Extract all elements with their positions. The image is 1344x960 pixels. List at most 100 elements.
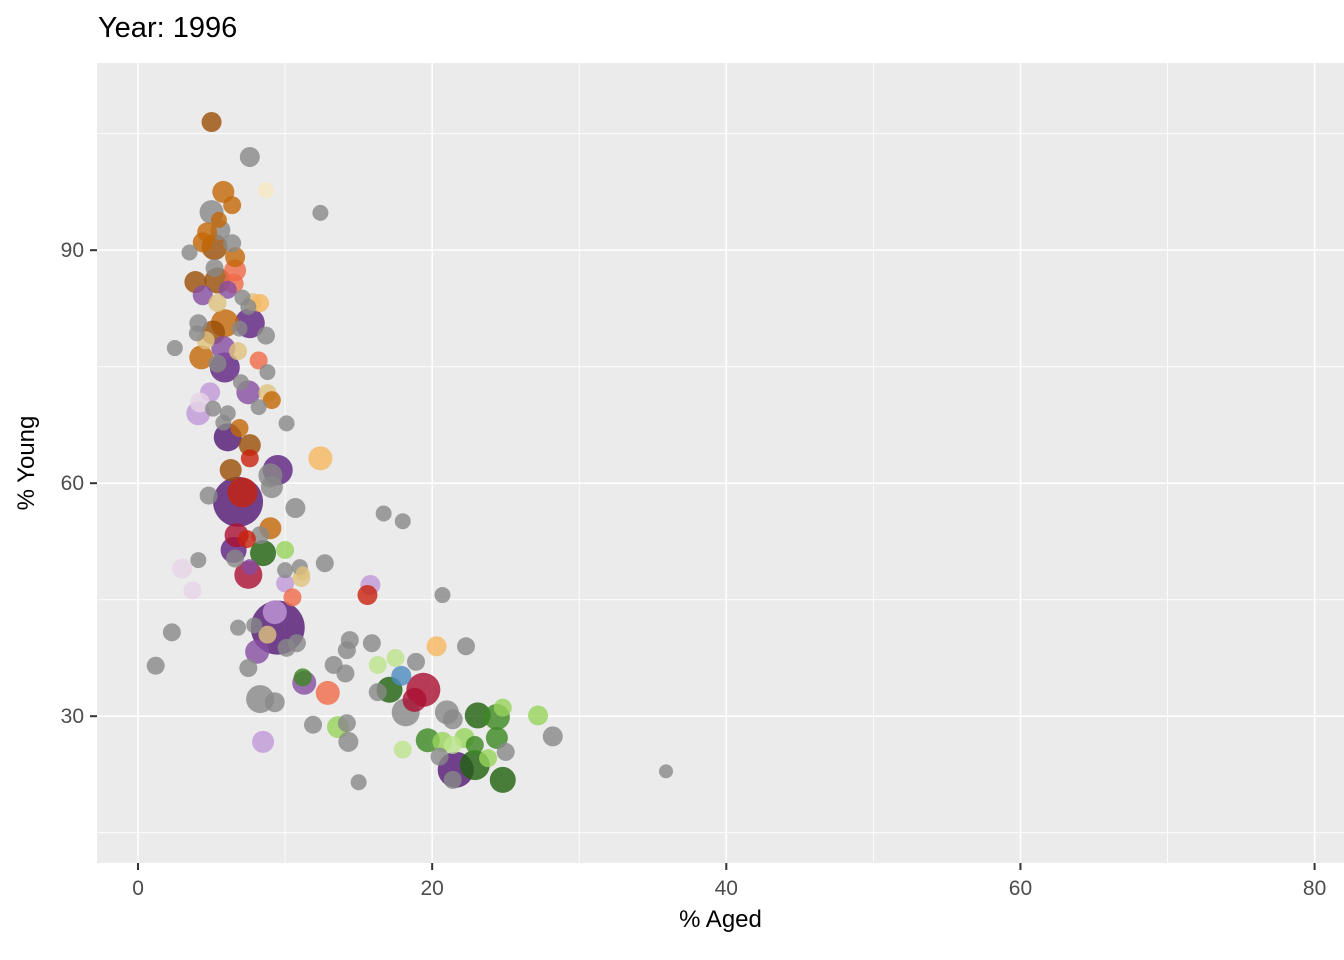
data-point [189,345,214,370]
data-point [278,415,295,432]
data-point [223,196,242,215]
data-point [406,652,425,671]
data-point [542,726,563,747]
data-point [190,552,207,569]
data-point [394,513,411,530]
x-tick-label: 80 [1303,877,1326,900]
data-point [493,698,512,717]
data-point [215,414,232,431]
data-point [285,498,306,519]
data-point [434,587,451,604]
data-point [240,449,259,468]
data-point [489,766,516,793]
data-point [246,617,263,634]
data-point [464,702,491,729]
data-point [485,726,508,749]
data-point [260,476,283,499]
data-point [192,232,213,253]
data-point [229,342,248,361]
data-point [386,648,405,667]
data-point [205,259,224,278]
data-point [250,399,267,416]
data-point [183,581,202,600]
data-point [192,285,213,306]
data-point [201,112,222,133]
data-point [181,244,198,261]
data-point [257,182,274,199]
y-tick-label: 30 [61,705,84,728]
data-point [426,636,447,657]
data-point [308,446,333,471]
data-point [465,735,484,754]
data-point [208,354,227,373]
data-point [240,298,257,315]
data-point [443,735,462,754]
data-point [256,326,275,345]
data-point [443,770,462,789]
data-point [350,774,367,791]
data-point [283,588,302,607]
data-point [237,530,256,549]
x-tick-label: 40 [715,877,738,900]
data-point [249,351,268,370]
data-point [262,600,287,625]
data-point [218,280,237,299]
data-point [252,730,275,753]
data-point [315,680,340,705]
data-point [241,559,258,576]
data-point [162,623,181,642]
data-point [188,325,205,342]
data-point [199,486,218,505]
data-point [659,764,674,779]
data-point [277,562,294,579]
data-point [393,740,412,759]
data-point [250,540,277,567]
data-point [219,458,242,481]
data-point [208,294,227,312]
data-point [232,374,249,391]
plot-title: Year: 1996 [98,12,238,44]
data-point [223,234,242,253]
data-point [239,659,258,678]
x-tick-label: 0 [132,877,144,900]
data-point [239,146,260,167]
data-point [456,637,475,656]
y-tick-label: 60 [61,472,84,495]
data-point [258,625,277,644]
data-point [402,687,427,712]
data-point [362,634,381,653]
data-point [211,336,236,361]
data-point [337,714,356,733]
data-point [287,634,306,653]
data-point [479,749,498,768]
data-point [227,477,258,508]
data-point [391,665,412,686]
data-point [172,558,193,579]
panel-background [97,63,1344,863]
data-point [225,247,246,268]
data-point [238,434,261,457]
x-tick-label: 60 [1009,877,1032,900]
data-point [189,392,210,413]
data-point [259,364,276,381]
data-point [430,747,449,766]
data-point [293,668,312,687]
data-point [210,211,227,228]
x-axis-title: % Aged [679,906,762,933]
y-tick-label: 90 [61,239,84,262]
data-point [315,554,334,573]
data-point [205,400,222,417]
data-point [496,742,515,761]
data-point [262,391,281,410]
data-point [230,619,247,636]
data-point [357,585,378,606]
data-point [276,574,295,593]
data-point [276,540,295,559]
data-point [375,505,392,522]
data-point [312,204,329,221]
data-point [304,715,323,734]
data-point [230,419,249,438]
y-axis-title: % Young [13,415,40,511]
data-point [340,631,359,650]
